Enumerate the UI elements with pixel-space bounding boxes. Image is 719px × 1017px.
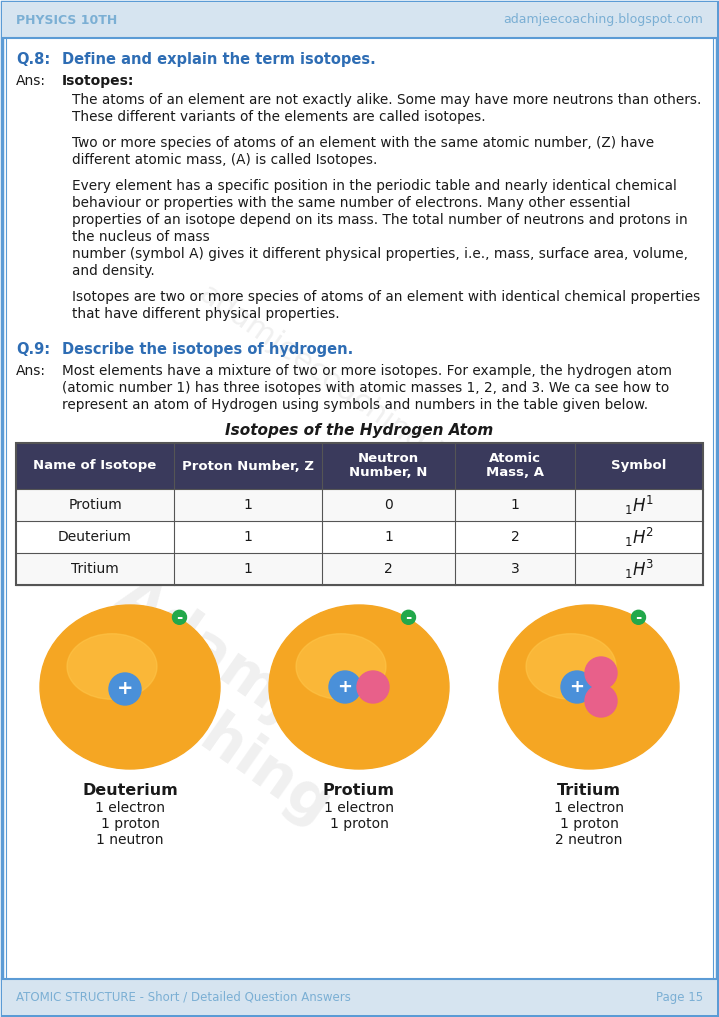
Text: +: + xyxy=(337,678,352,696)
Ellipse shape xyxy=(499,605,679,769)
Polygon shape xyxy=(16,521,703,553)
Text: Two or more species of atoms of an element with the same atomic number, (Z) have: Two or more species of atoms of an eleme… xyxy=(72,136,654,149)
Text: 1 proton: 1 proton xyxy=(101,817,160,831)
Text: 1 neutron: 1 neutron xyxy=(96,833,164,847)
Text: $_1H^3$: $_1H^3$ xyxy=(624,557,654,581)
Text: Q.9:: Q.9: xyxy=(16,342,50,357)
Text: different atomic mass, (A) is called Isotopes.: different atomic mass, (A) is called Iso… xyxy=(72,153,377,167)
Text: Atomic: Atomic xyxy=(489,453,541,466)
Text: $_1H^1$: $_1H^1$ xyxy=(624,493,654,517)
Text: 1: 1 xyxy=(510,498,519,512)
Text: Protium: Protium xyxy=(323,783,395,798)
Text: Most elements have a mixture of two or more isotopes. For example, the hydrogen : Most elements have a mixture of two or m… xyxy=(62,364,672,378)
Text: Describe the isotopes of hydrogen.: Describe the isotopes of hydrogen. xyxy=(62,342,353,357)
Ellipse shape xyxy=(526,634,616,700)
Text: Adamjee
Coaching: Adamjee Coaching xyxy=(61,563,379,837)
Text: Define and explain the term isotopes.: Define and explain the term isotopes. xyxy=(62,52,376,67)
Text: Tritium: Tritium xyxy=(557,783,621,798)
Text: +: + xyxy=(569,678,585,696)
Text: Every element has a specific position in the periodic table and nearly identical: Every element has a specific position in… xyxy=(72,179,677,193)
Text: (atomic number 1) has three isotopes with atomic masses 1, 2, and 3. We ca see h: (atomic number 1) has three isotopes wit… xyxy=(62,381,669,395)
Text: behaviour or properties with the same number of electrons. Many other essential: behaviour or properties with the same nu… xyxy=(72,196,631,210)
Text: 1 proton: 1 proton xyxy=(329,817,388,831)
Text: These different variants of the elements are called isotopes.: These different variants of the elements… xyxy=(72,110,485,124)
Text: 2 neutron: 2 neutron xyxy=(555,833,623,847)
Text: Isotopes are two or more species of atoms of an element with identical chemical : Isotopes are two or more species of atom… xyxy=(72,290,700,304)
Text: Neutron: Neutron xyxy=(358,453,419,466)
Text: 1 electron: 1 electron xyxy=(554,801,624,815)
Text: 1: 1 xyxy=(244,498,252,512)
Ellipse shape xyxy=(40,605,220,769)
Circle shape xyxy=(173,610,186,624)
Text: Tritium: Tritium xyxy=(71,562,119,576)
Text: 1: 1 xyxy=(384,530,393,544)
Text: Page 15: Page 15 xyxy=(656,991,703,1004)
Text: 1: 1 xyxy=(244,562,252,576)
Text: 0: 0 xyxy=(384,498,393,512)
Text: Symbol: Symbol xyxy=(611,460,667,473)
Text: -: - xyxy=(636,610,641,624)
Text: properties of an isotope depend on its mass. The total number of neutrons and pr: properties of an isotope depend on its m… xyxy=(72,213,688,227)
Text: adamjeecoaching.blogspot.com: adamjeecoaching.blogspot.com xyxy=(503,13,703,26)
Text: Proton Number, Z: Proton Number, Z xyxy=(182,460,314,473)
Polygon shape xyxy=(2,979,717,1015)
Text: Deuterium: Deuterium xyxy=(58,530,132,544)
Text: -: - xyxy=(176,610,183,624)
Text: 3: 3 xyxy=(510,562,519,576)
Text: 2: 2 xyxy=(510,530,519,544)
Polygon shape xyxy=(2,2,717,38)
Text: number (symbol A) gives it different physical properties, i.e., mass, surface ar: number (symbol A) gives it different phy… xyxy=(72,247,688,261)
Text: Mass, A: Mass, A xyxy=(486,467,544,479)
Ellipse shape xyxy=(67,634,157,700)
Circle shape xyxy=(585,685,617,717)
Circle shape xyxy=(357,671,389,703)
Text: Q.8:: Q.8: xyxy=(16,52,50,67)
Circle shape xyxy=(329,671,361,703)
Text: ATOMIC STRUCTURE - Short / Detailed Question Answers: ATOMIC STRUCTURE - Short / Detailed Ques… xyxy=(16,991,351,1004)
Circle shape xyxy=(401,610,416,624)
Circle shape xyxy=(585,657,617,689)
Text: -: - xyxy=(406,610,412,624)
Text: 2: 2 xyxy=(384,562,393,576)
Text: 1 proton: 1 proton xyxy=(559,817,618,831)
Text: the nucleus of mass: the nucleus of mass xyxy=(72,230,210,244)
Text: The atoms of an element are not exactly alike. Some may have more neutrons than : The atoms of an element are not exactly … xyxy=(72,93,701,107)
Text: Deuterium: Deuterium xyxy=(82,783,178,798)
Text: adamjeecoaching.blogspot.com: adamjeecoaching.blogspot.com xyxy=(193,279,607,581)
Text: Name of Isotope: Name of Isotope xyxy=(33,460,157,473)
Text: Isotopes:: Isotopes: xyxy=(62,74,134,88)
Text: and density.: and density. xyxy=(72,264,155,278)
Text: represent an atom of Hydrogen using symbols and numbers in the table given below: represent an atom of Hydrogen using symb… xyxy=(62,398,648,412)
Circle shape xyxy=(109,673,141,705)
Ellipse shape xyxy=(269,605,449,769)
Circle shape xyxy=(631,610,646,624)
Text: Ans:: Ans: xyxy=(16,364,46,378)
Polygon shape xyxy=(16,443,703,489)
Polygon shape xyxy=(16,489,703,521)
Text: 1 electron: 1 electron xyxy=(95,801,165,815)
Text: that have different physical properties.: that have different physical properties. xyxy=(72,307,339,321)
Text: PHYSICS 10TH: PHYSICS 10TH xyxy=(16,13,117,26)
Polygon shape xyxy=(16,553,703,585)
Text: 1 electron: 1 electron xyxy=(324,801,394,815)
Circle shape xyxy=(561,671,593,703)
Text: $_1H^2$: $_1H^2$ xyxy=(624,526,654,548)
Text: Protium: Protium xyxy=(68,498,122,512)
Ellipse shape xyxy=(296,634,386,700)
Text: Number, N: Number, N xyxy=(349,467,428,479)
Text: 1: 1 xyxy=(244,530,252,544)
Text: Isotopes of the Hydrogen Atom: Isotopes of the Hydrogen Atom xyxy=(225,423,493,438)
Text: +: + xyxy=(116,679,133,699)
Text: Ans:: Ans: xyxy=(16,74,46,88)
